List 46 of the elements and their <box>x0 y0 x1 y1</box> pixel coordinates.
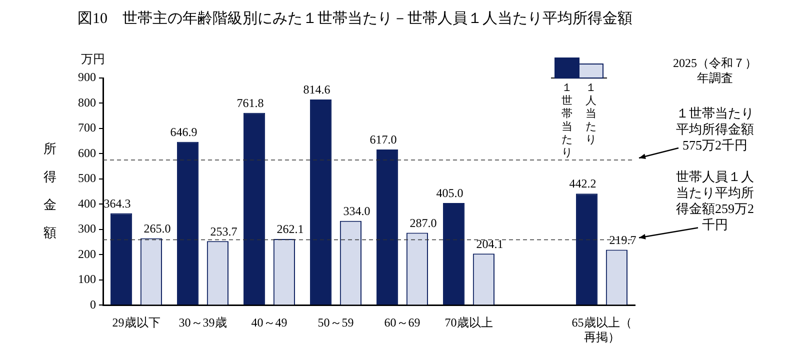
x-tick-label: 50～59 <box>318 316 354 330</box>
data-label: 442.2 <box>569 176 596 191</box>
data-label: 204.1 <box>476 236 504 251</box>
data-label: 334.0 <box>343 204 370 218</box>
y-tick-label: 100 <box>78 272 96 286</box>
data-label: 814.6 <box>303 82 330 97</box>
y-axis-title: 所得金額 <box>44 141 56 240</box>
y-tick-label: 700 <box>78 120 96 135</box>
x-tick-label: 60～69 <box>384 316 420 330</box>
x-tick-label: 29歳以下 <box>112 316 160 330</box>
bar <box>576 194 598 305</box>
ref-line-label: １世帯当たり平均所得金額575万2千円 <box>676 105 754 152</box>
data-label: 646.9 <box>170 125 198 140</box>
data-label: 364.3 <box>104 196 131 210</box>
x-tick-label: 40～49 <box>251 316 288 330</box>
data-label: 761.8 <box>236 96 264 110</box>
data-label: 617.0 <box>370 132 397 147</box>
ref-line-label: 世帯人員１人当たり平均所得金額259万2千円 <box>676 169 754 232</box>
legend-label: １人当たり <box>586 82 596 146</box>
data-label: 253.7 <box>210 224 238 238</box>
data-label: 287.0 <box>410 216 437 230</box>
y-tick-label: 500 <box>78 171 96 186</box>
y-tick-label: 200 <box>78 246 96 261</box>
bar <box>376 149 398 305</box>
data-label: 265.0 <box>144 221 171 236</box>
x-tick-label: 65歳以上（再掲） <box>572 316 632 344</box>
bar <box>110 213 132 305</box>
bar <box>310 100 332 305</box>
text: 万円 <box>81 52 105 66</box>
y-tick-label: 600 <box>78 146 96 160</box>
text: 2025（令和７）年調査 <box>673 56 757 86</box>
x-tick-label: 70歳以上 <box>444 316 493 330</box>
data-label: 262.1 <box>276 222 304 236</box>
data-label: 219.7 <box>609 232 636 247</box>
y-tick-label: 400 <box>78 196 96 210</box>
y-tick-label: 900 <box>78 70 96 84</box>
x-tick-label: 30～39歳 <box>178 316 227 330</box>
y-tick-label: 300 <box>78 222 96 236</box>
bar <box>177 142 199 305</box>
y-tick-label: 0 <box>90 297 96 312</box>
y-tick-label: 800 <box>78 95 96 110</box>
data-label: 405.0 <box>436 186 464 200</box>
legend-label: １世帯当たり <box>562 82 572 159</box>
chart-title: 図10 世帯主の年齢階級別にみた１世帯当たり－世帯人員１人当たり平均所得金額 <box>78 10 632 27</box>
bar <box>443 202 465 305</box>
bar <box>244 112 266 305</box>
